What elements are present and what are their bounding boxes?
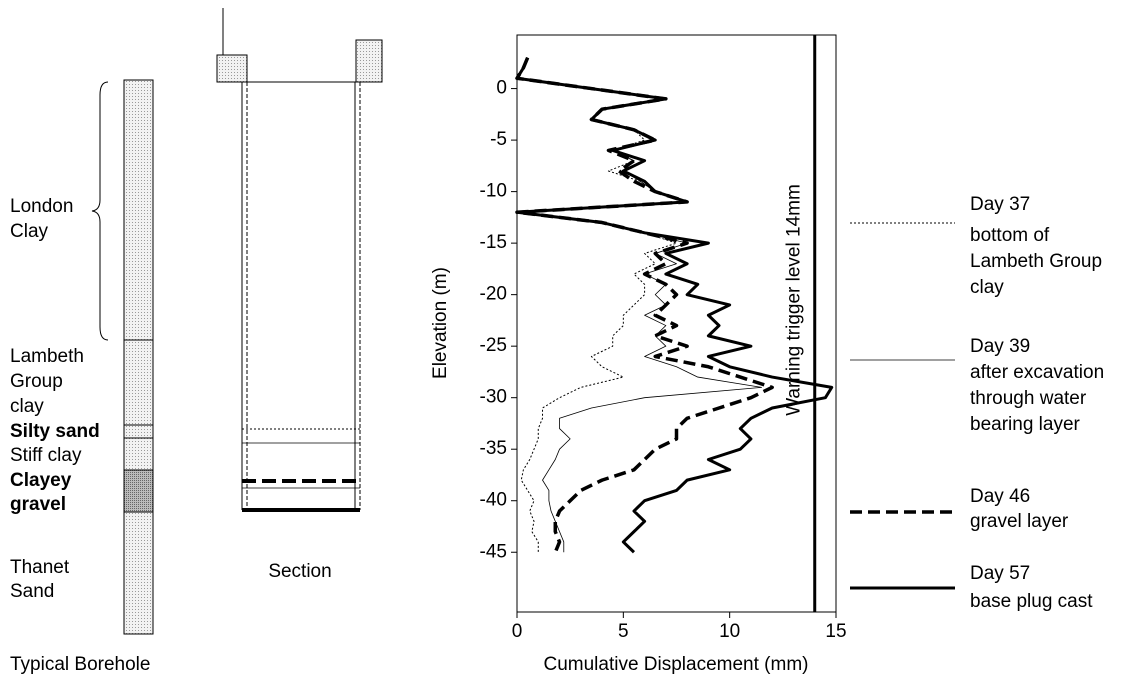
borehole-column bbox=[123, 79, 154, 635]
legend-label: Day 37 bbox=[970, 194, 1030, 215]
y-tick-label: -5 bbox=[490, 129, 507, 150]
y-tick-label: -25 bbox=[480, 335, 507, 356]
y-tick-label: -15 bbox=[480, 232, 507, 253]
x-axis-title: Cumulative Displacement (mm) bbox=[543, 654, 808, 675]
y-tick-label: -35 bbox=[480, 438, 507, 459]
y-tick-label: 0 bbox=[496, 78, 507, 99]
legend-label: Day 39 bbox=[970, 336, 1030, 357]
legend-note: base plug cast bbox=[970, 591, 1093, 612]
layer-label: gravel bbox=[10, 494, 66, 515]
section-label: Section bbox=[268, 561, 331, 582]
legend-note: through water bbox=[970, 388, 1087, 409]
layer-label: Thanet bbox=[10, 557, 70, 578]
legend-note: gravel layer bbox=[970, 511, 1069, 532]
threshold-label: Warning trigger level 14mm bbox=[784, 184, 805, 416]
y-tick-label: -45 bbox=[480, 541, 507, 562]
series-line bbox=[516, 57, 688, 553]
legend-note: bottom of bbox=[970, 225, 1050, 246]
series-line bbox=[515, 57, 774, 553]
layer-label: Sand bbox=[10, 581, 54, 602]
legend-note: bearing layer bbox=[970, 414, 1081, 435]
x-tick-label: 5 bbox=[618, 621, 629, 642]
layer-label: Clay bbox=[10, 221, 49, 242]
layer-label: London bbox=[10, 196, 73, 217]
layer-label: clay bbox=[10, 396, 44, 417]
x-tick-label: 15 bbox=[825, 621, 846, 642]
series-line bbox=[515, 57, 834, 554]
layer-label: Clayey bbox=[10, 470, 72, 491]
layer-label: Group bbox=[10, 371, 63, 392]
y-tick-label: -10 bbox=[480, 181, 507, 202]
borehole-title: Typical Borehole bbox=[10, 654, 150, 675]
legend-label: Day 57 bbox=[970, 563, 1030, 584]
section-drawing bbox=[216, 8, 383, 512]
layer-label: Silty sand bbox=[10, 421, 100, 442]
y-axis-title: Elevation (m) bbox=[430, 267, 451, 379]
y-tick-label: -30 bbox=[480, 387, 507, 408]
layer-label: Stiff clay bbox=[10, 445, 82, 466]
x-tick-label: 0 bbox=[512, 621, 523, 642]
legend-note: Lambeth Group bbox=[970, 251, 1102, 272]
y-tick-label: -40 bbox=[480, 490, 507, 511]
layer-label: Lambeth bbox=[10, 346, 84, 367]
x-tick-label: 10 bbox=[719, 621, 740, 642]
legend-note: after excavation bbox=[970, 362, 1104, 383]
legend-note: clay bbox=[970, 277, 1004, 298]
brace bbox=[91, 81, 109, 341]
y-tick-label: -20 bbox=[480, 284, 507, 305]
legend-label: Day 46 bbox=[970, 486, 1030, 507]
plot-area bbox=[516, 34, 837, 613]
